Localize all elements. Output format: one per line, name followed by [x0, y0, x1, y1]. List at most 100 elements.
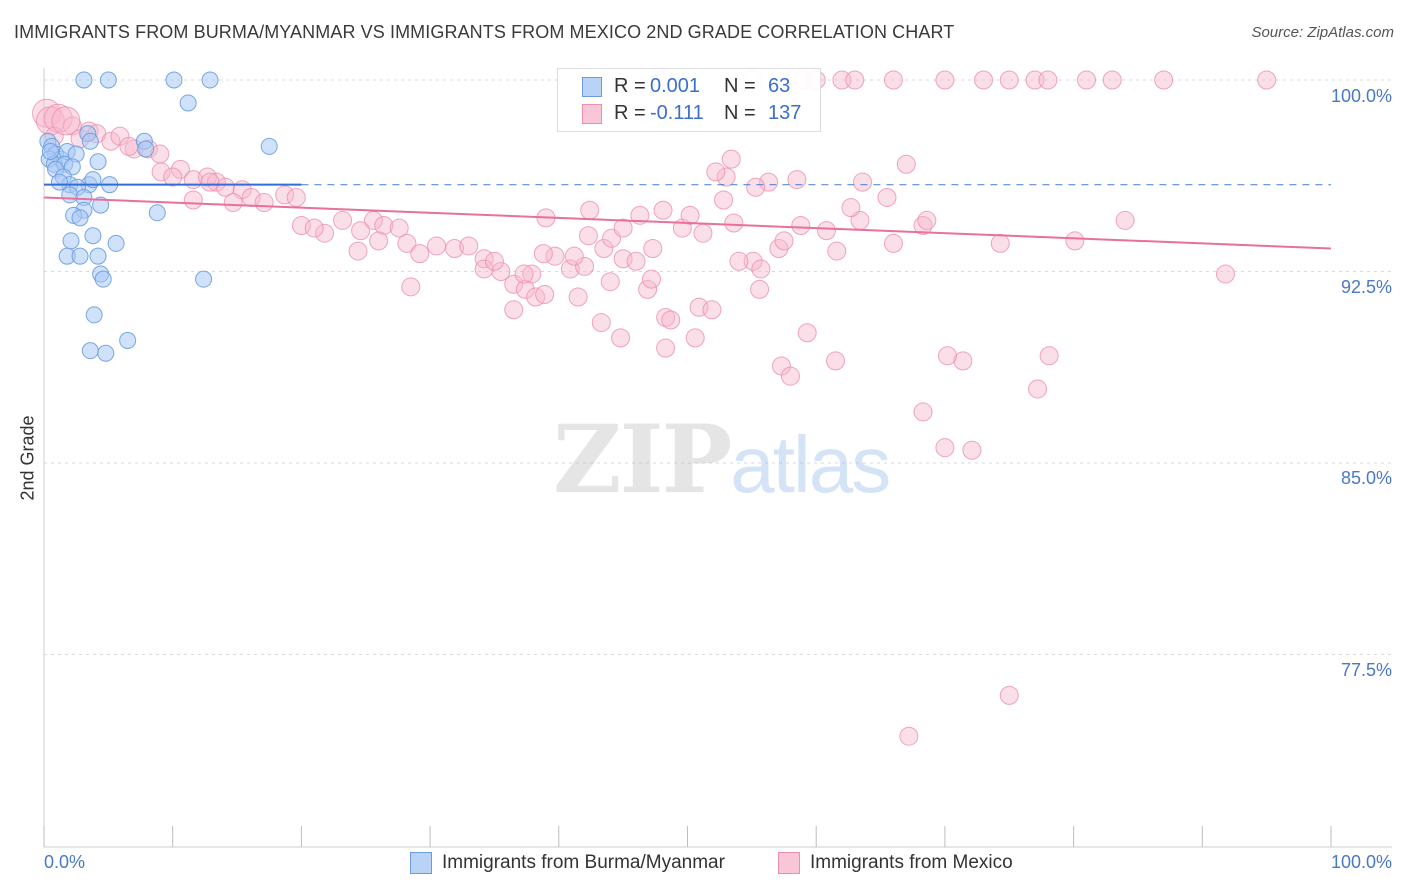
legend-n-label: N =	[724, 75, 756, 97]
point-mexico	[119, 136, 139, 156]
bottom-legend-swatch-pink	[778, 852, 800, 874]
watermark: ZIPatlas	[553, 405, 891, 515]
watermark-atlas: atlas	[730, 420, 891, 509]
point-mexico	[706, 162, 726, 182]
point-burma	[71, 209, 89, 227]
point-mexico	[591, 313, 611, 333]
legend-r-value: -0.111	[650, 102, 704, 124]
point-burma	[41, 142, 59, 160]
point-mexico	[716, 167, 736, 187]
point-mexico	[1154, 70, 1174, 90]
point-mexico	[611, 328, 631, 348]
point-mexico	[1038, 70, 1058, 90]
point-mexico	[759, 172, 779, 192]
point-mexico	[990, 233, 1010, 253]
legend-swatch-blue	[582, 77, 602, 97]
point-mexico	[315, 223, 335, 243]
point-mexico	[183, 190, 203, 210]
point-mexico	[653, 200, 673, 220]
chart-title: IMMIGRANTS FROM BURMA/MYANMAR VS IMMIGRA…	[14, 22, 955, 42]
point-mexico	[999, 685, 1019, 705]
point-burma	[92, 196, 110, 214]
point-burma	[50, 173, 68, 191]
point-burma	[62, 232, 80, 250]
point-mexico	[656, 338, 676, 358]
point-mexico	[535, 284, 555, 304]
x-tick-label-min: 0.0%	[44, 852, 86, 872]
point-mexico	[693, 223, 713, 243]
bottom-legend-label: Immigrants from Mexico	[810, 852, 1013, 873]
point-burma	[107, 234, 125, 252]
point-mexico	[899, 726, 919, 746]
point-mexico	[206, 172, 226, 192]
point-mexico	[32, 98, 62, 128]
point-mexico	[51, 106, 81, 136]
point-mexico	[445, 239, 465, 259]
point-burma	[71, 247, 89, 265]
stats-legend: R = 0.001 N = 63 R = -0.111 N = 137	[557, 68, 821, 132]
point-mexico	[827, 241, 847, 261]
point-mexico	[1039, 346, 1059, 366]
point-mexico	[151, 162, 171, 182]
source-label: Source: ZipAtlas.com	[1251, 24, 1394, 41]
point-mexico	[962, 440, 982, 460]
point-mexico	[1065, 231, 1085, 251]
point-mexico	[816, 221, 836, 241]
legend-n-label: N =	[724, 102, 756, 124]
point-mexico	[275, 185, 295, 205]
point-mexico	[743, 251, 763, 271]
point-mexico	[832, 70, 852, 90]
point-burma	[260, 137, 278, 155]
y-tick-label: 77.5%	[1340, 660, 1392, 680]
point-mexico	[797, 323, 817, 343]
point-mexico	[841, 198, 861, 218]
point-mexico	[787, 170, 807, 190]
y-tick-label: 100.0%	[1330, 86, 1392, 106]
point-mexico	[568, 287, 588, 307]
point-mexico	[974, 70, 994, 90]
point-mexico	[680, 205, 700, 225]
bottom-legend-label: Immigrants from Burma/Myanmar	[442, 852, 725, 873]
point-mexico	[638, 279, 658, 299]
point-mexico	[491, 262, 511, 281]
point-mexico	[304, 218, 324, 238]
point-mexico	[410, 244, 430, 264]
point-mexico	[389, 218, 409, 238]
trend-line-mexico	[43, 196, 1332, 250]
point-mexico	[397, 233, 417, 253]
point-mexico	[845, 70, 865, 90]
point-mexico	[702, 300, 722, 320]
point-burma	[137, 140, 155, 158]
point-mexico	[791, 216, 811, 236]
point-mexico	[724, 213, 744, 233]
point-burma	[201, 71, 219, 89]
point-mexico	[560, 259, 580, 279]
point-mexico	[600, 272, 620, 292]
point-mexico	[594, 239, 614, 259]
point-burma	[179, 94, 197, 112]
point-mexico	[613, 218, 633, 238]
point-mexico	[427, 236, 447, 256]
point-mexico	[714, 190, 734, 210]
point-burma	[61, 186, 79, 204]
point-mexico	[254, 193, 274, 213]
point-mexico	[101, 131, 121, 151]
point-mexico	[1102, 70, 1122, 90]
point-mexico	[913, 402, 933, 422]
point-mexico	[661, 310, 681, 330]
point-mexico	[351, 221, 371, 241]
point-mexico	[643, 239, 663, 259]
point-mexico	[369, 231, 389, 251]
point-mexico	[641, 269, 661, 289]
point-mexico	[750, 279, 770, 299]
watermark-zip: ZIP	[553, 405, 732, 515]
legend-r-label: R =	[614, 75, 646, 97]
point-mexico	[348, 241, 368, 261]
legend-r-value: 0.001	[650, 75, 701, 97]
point-mexico	[484, 251, 504, 271]
point-mexico	[630, 205, 650, 225]
point-mexico	[935, 438, 955, 458]
point-mexico	[780, 366, 800, 386]
point-mexico	[200, 172, 220, 192]
point-mexico	[896, 154, 916, 174]
